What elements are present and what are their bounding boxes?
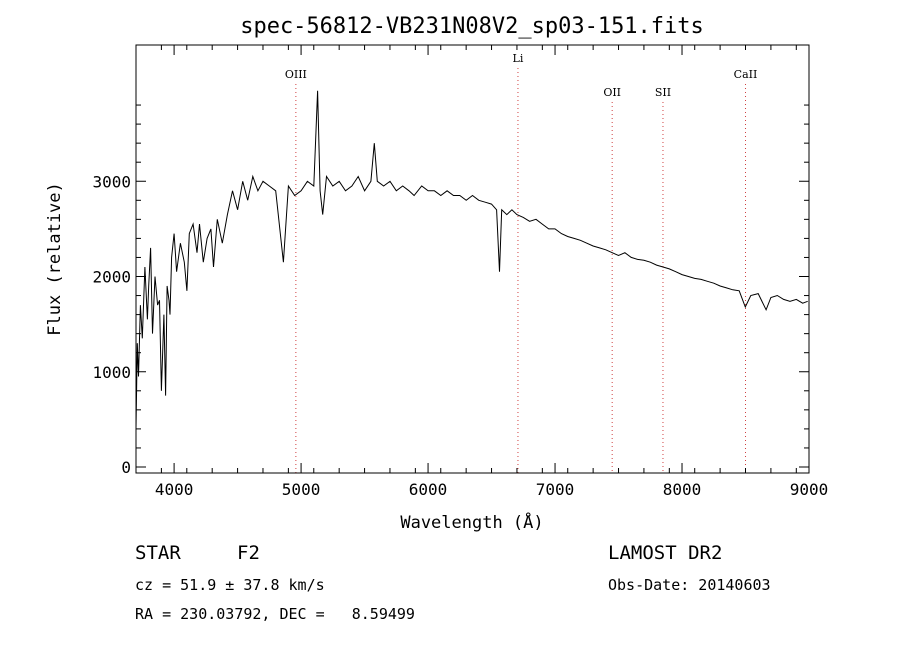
emission-line-label: OIII: [285, 68, 307, 81]
emission-line-label: OII: [603, 86, 621, 99]
emission-line-label: Li: [513, 52, 524, 65]
emission-line-markers: OIII Li OII SII CaII: [285, 52, 758, 473]
y-tick-label: 3000: [92, 172, 131, 191]
y-tick-label: 2000: [92, 268, 131, 287]
x-tick-label: 5000: [282, 480, 321, 499]
axis-ticks: 4000 5000 6000 7000 8000 9000 0 1000 2000 3000: [92, 45, 828, 499]
x-tick-label: 9000: [790, 480, 829, 499]
y-axis-label: Flux (relative): [45, 182, 65, 336]
plot-frame: [135, 44, 810, 474]
redshift-cz: cz = 51.9 ± 37.8 km/s: [135, 576, 325, 594]
object-class: STAR: [135, 542, 181, 564]
x-tick-label: 4000: [155, 480, 194, 499]
x-tick-label: 6000: [409, 480, 448, 499]
survey-name: LAMOST DR2: [608, 542, 722, 564]
y-tick-label: 1000: [92, 363, 131, 382]
obs-date: Obs-Date: 20140603: [608, 576, 771, 594]
spectrum-line: [135, 90, 808, 429]
emission-line-label: CaII: [734, 68, 758, 81]
ra-dec-coordinates: RA = 230.03792, DEC = 8.59499: [135, 605, 415, 623]
x-axis-label: Wavelength (Å): [400, 511, 543, 533]
x-tick-label: 8000: [663, 480, 702, 499]
y-tick-label: 0: [121, 458, 131, 477]
emission-line-label: SII: [655, 86, 671, 99]
x-tick-label: 7000: [536, 480, 575, 499]
spectral-subclass: F2: [237, 542, 260, 564]
chart-title: spec-56812-VB231N08V2_sp03-151.fits: [240, 14, 704, 39]
